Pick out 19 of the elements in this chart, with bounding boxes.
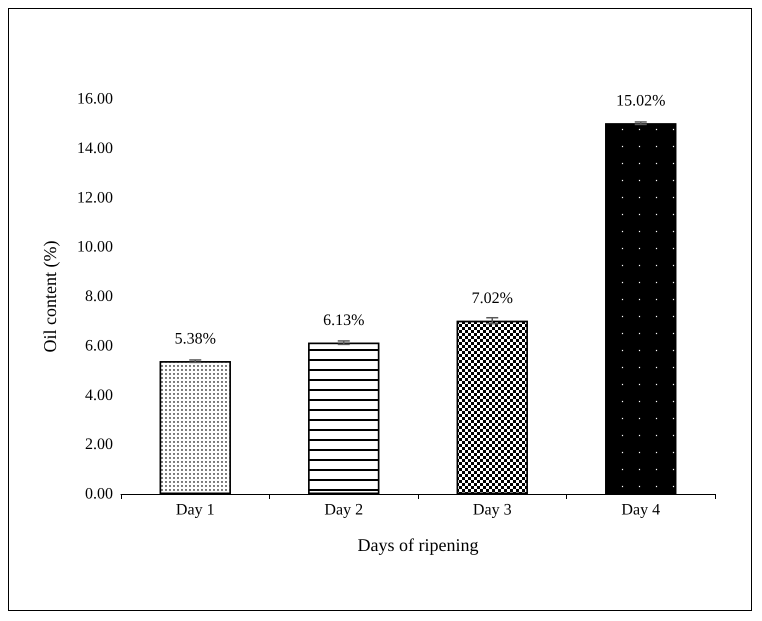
y-tick-label: 8.00 [85,288,113,305]
data-label: 6.13% [323,312,364,330]
y-tick-label: 10.00 [77,238,113,256]
x-tick-label: Day 2 [324,502,364,518]
y-tick-label: 4.00 [85,386,113,404]
x-tick-label: Day 4 [621,502,660,518]
y-tick-label: 6.00 [85,337,113,354]
data-label: 15.02% [616,92,666,110]
y-tick-label: 12.00 [77,189,113,206]
y-tick-label: 16.00 [77,90,113,108]
x-tick-label: Day 1 [176,502,215,518]
data-label: 7.02% [472,290,513,308]
x-tick-label: Day 3 [472,502,512,518]
y-tick-label: 0.00 [85,486,113,502]
y-tick-label: 14.00 [77,140,113,157]
y-axis-title: Oil content (%) [40,240,60,352]
x-axis-title: Days of ripening [358,535,478,555]
y-tick-label: 2.00 [85,436,113,454]
data-label: 5.38% [174,330,216,348]
